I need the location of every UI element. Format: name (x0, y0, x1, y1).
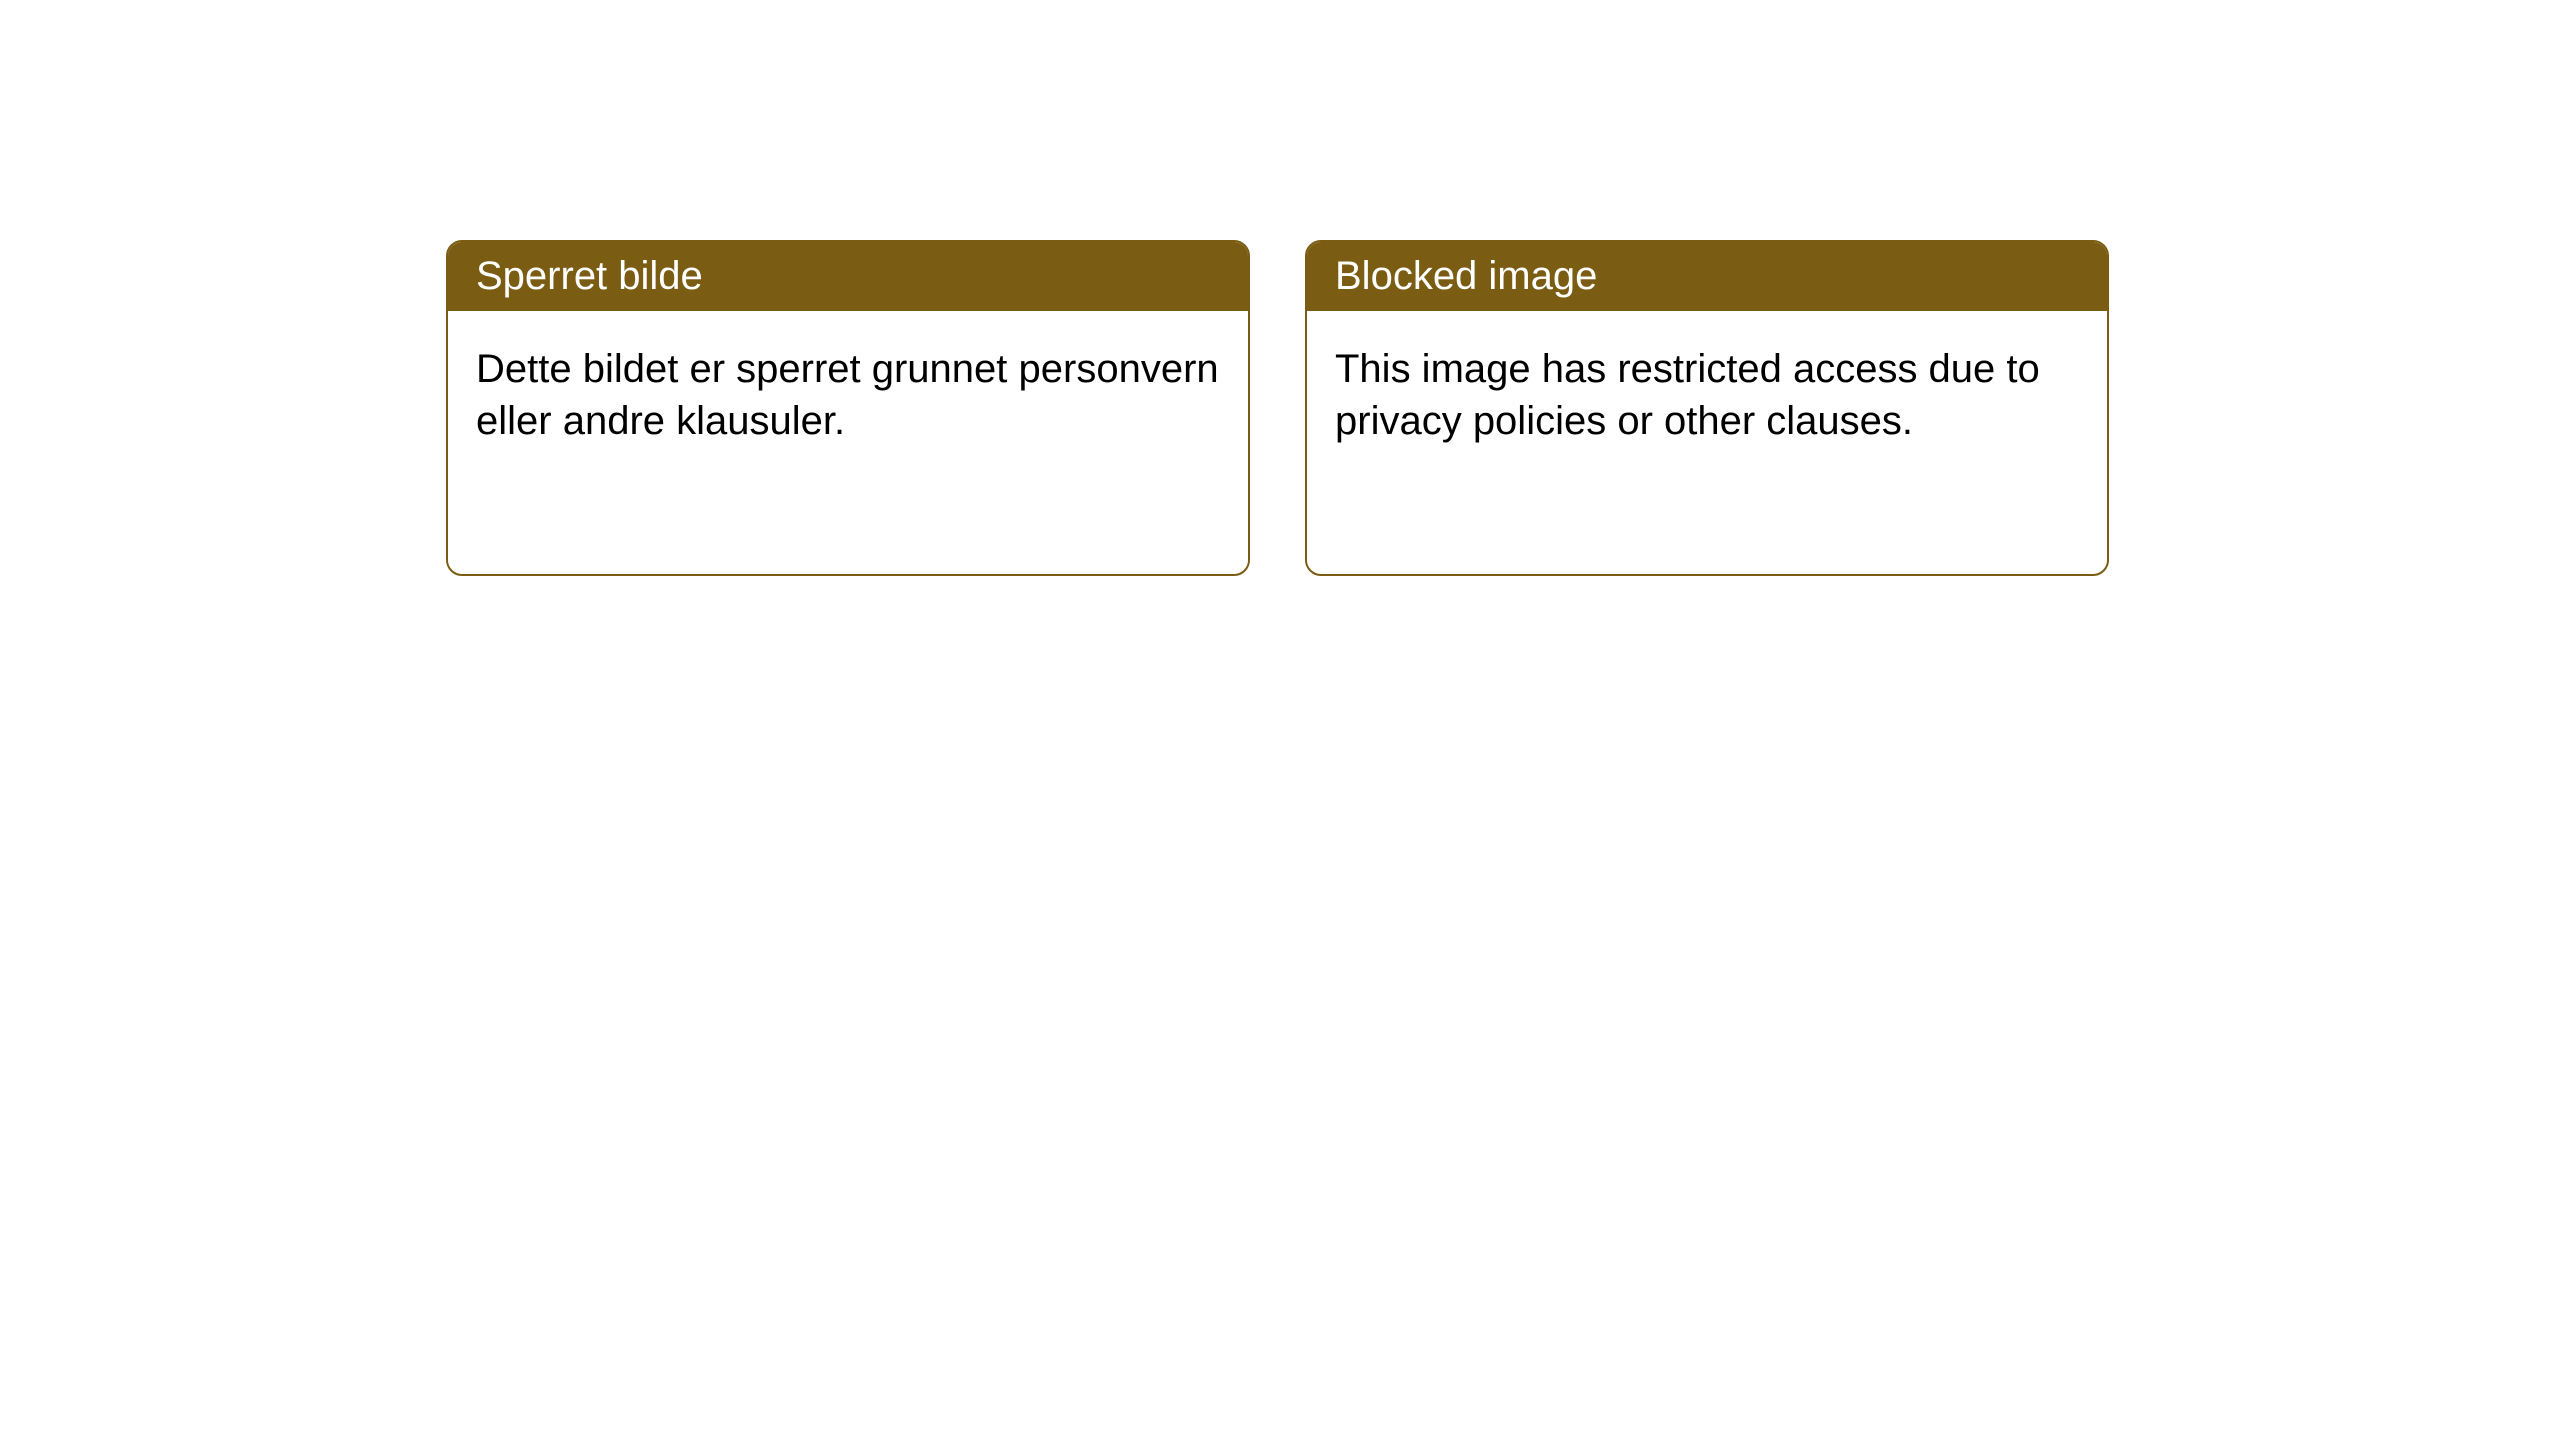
notice-body-norwegian: Dette bildet er sperret grunnet personve… (448, 311, 1248, 479)
notice-title-english: Blocked image (1307, 242, 2107, 311)
notice-card-norwegian: Sperret bilde Dette bildet er sperret gr… (446, 240, 1250, 576)
notice-body-english: This image has restricted access due to … (1307, 311, 2107, 479)
notice-container: Sperret bilde Dette bildet er sperret gr… (0, 0, 2560, 576)
notice-card-english: Blocked image This image has restricted … (1305, 240, 2109, 576)
notice-title-norwegian: Sperret bilde (448, 242, 1248, 311)
